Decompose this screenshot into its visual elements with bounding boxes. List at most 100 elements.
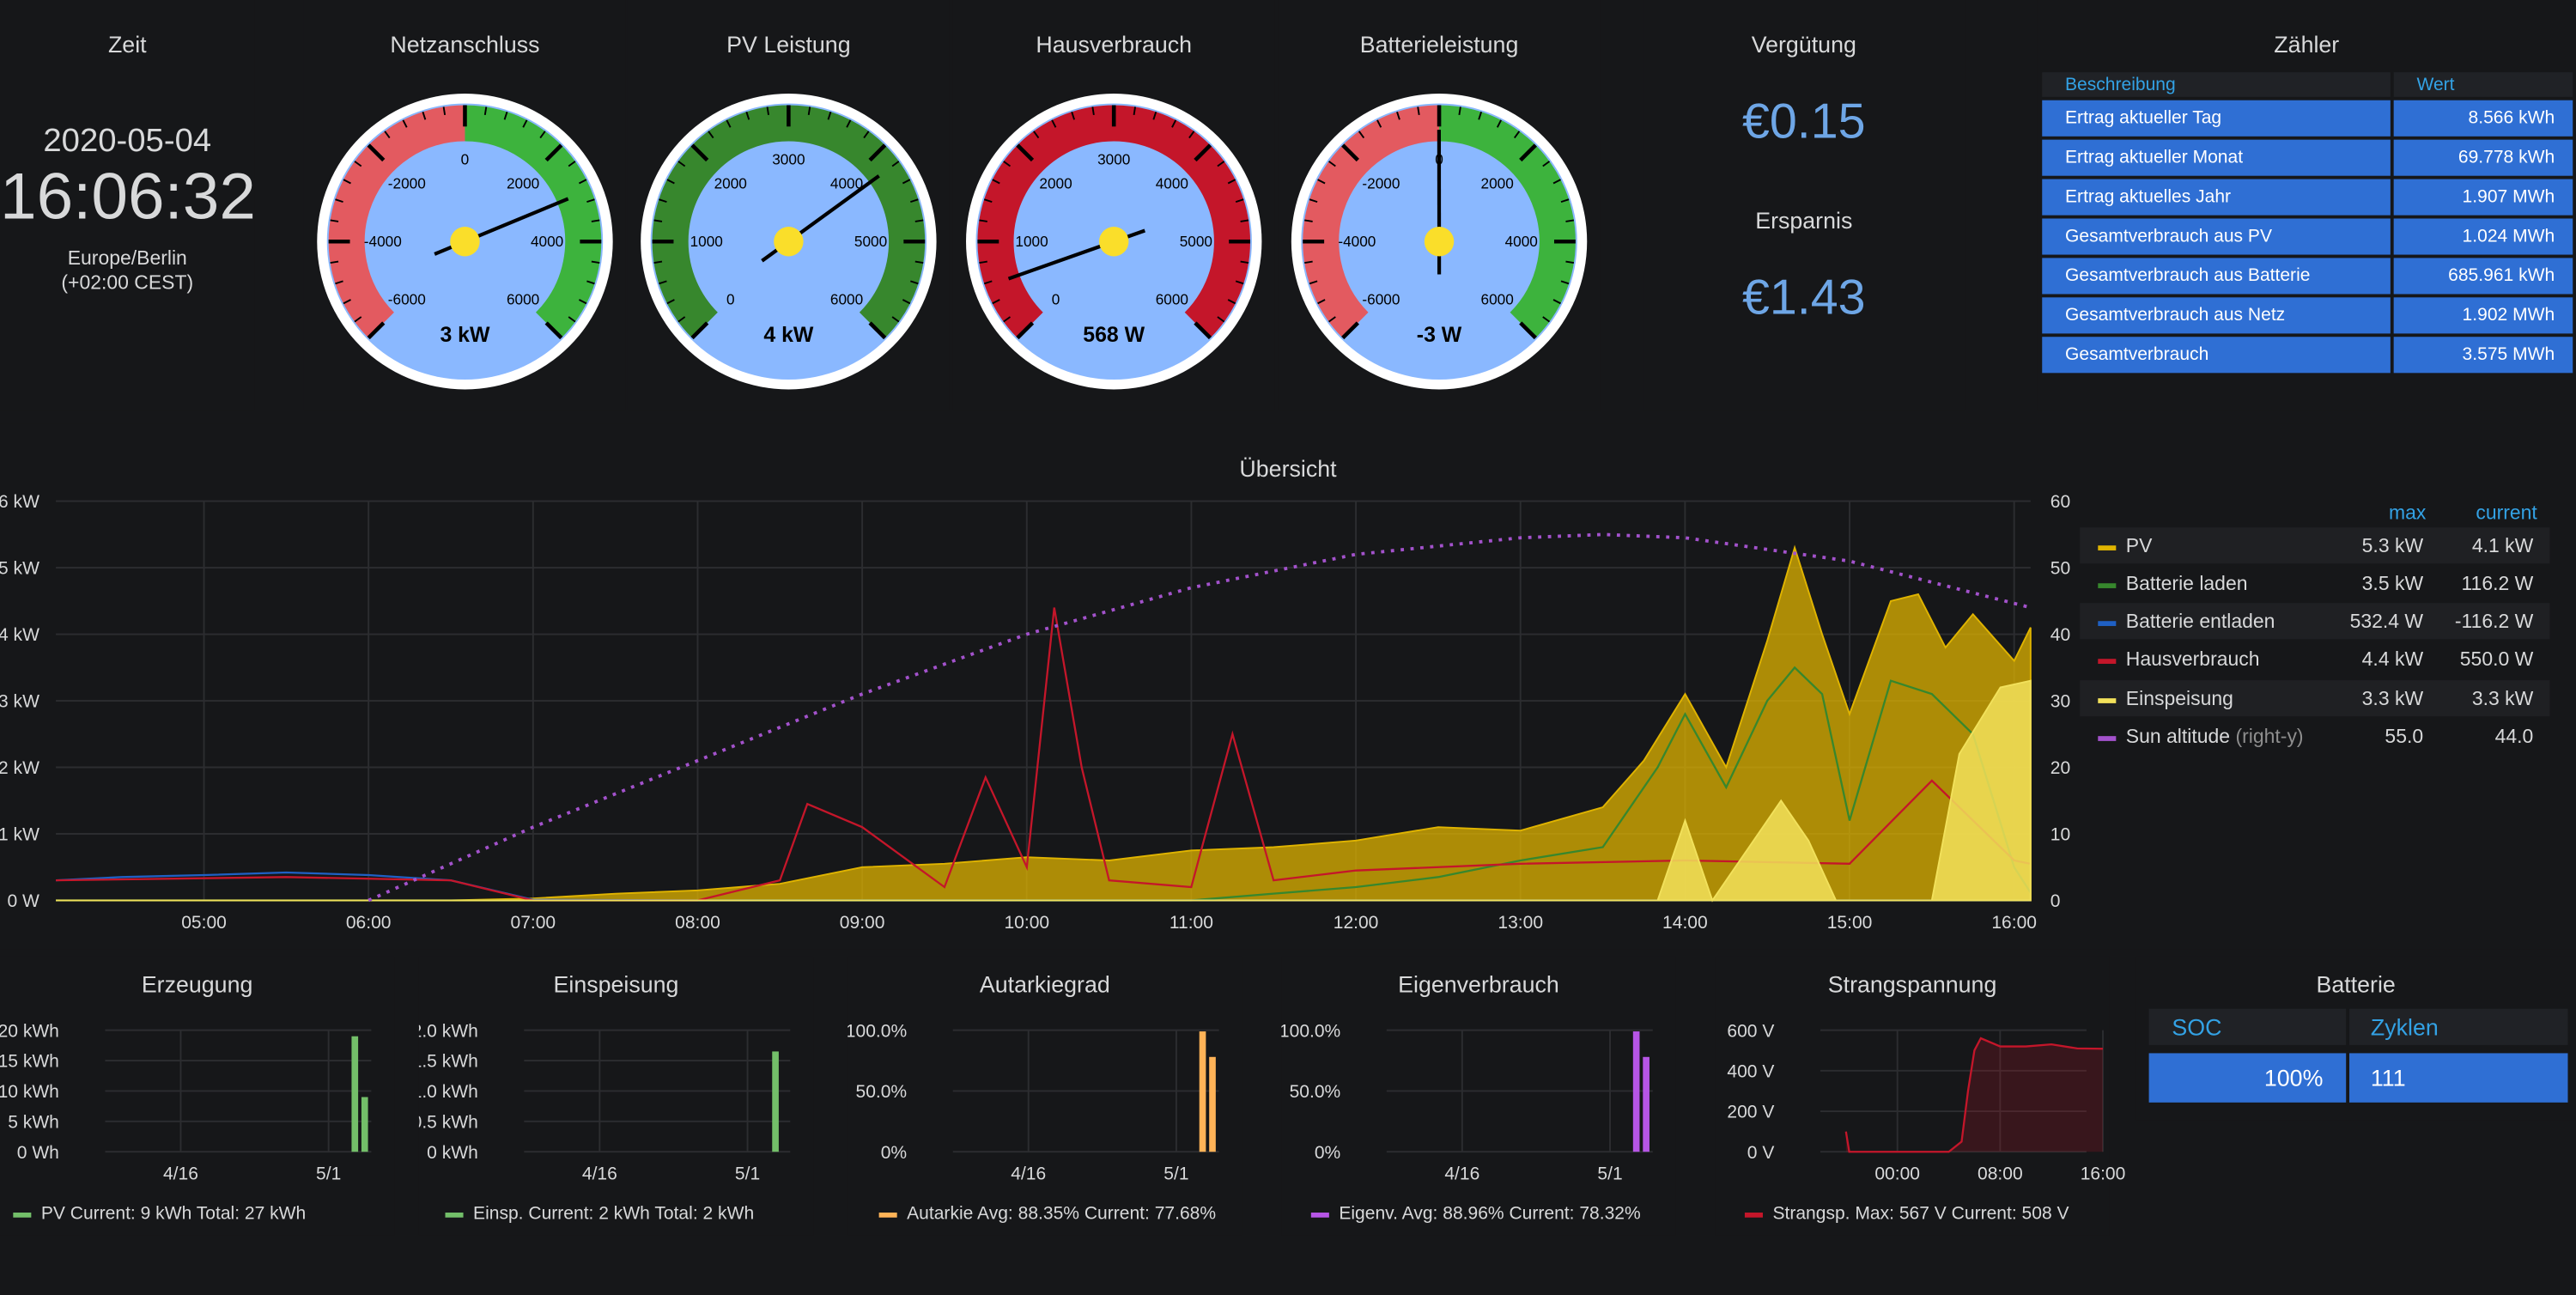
verguetung-panel: Vergütung €0.15 Ersparnis €1.43: [1643, 0, 1965, 411]
strangspannung-panel: Strangspannung: [1715, 956, 2110, 1236]
series-max: 3.3 kW: [2361, 686, 2424, 710]
gauge-value-label: 4 kW: [763, 323, 814, 347]
gauge-minor-tick: [442, 106, 447, 116]
gauge-minor-tick: [1188, 131, 1195, 139]
x-tick-label: 4/16: [163, 1164, 198, 1184]
series-current: 3.3 kW: [2471, 686, 2534, 710]
panel-title[interactable]: Eigenverbrauch: [1398, 970, 1559, 998]
gauge-scale-label: 4000: [1505, 233, 1538, 250]
gauge-minor-tick: [807, 106, 811, 116]
gauge-minor-tick: [522, 119, 528, 128]
legend-item-sun-altitude[interactable]: Sun altitude (right-y) 55.0 44.0: [2080, 718, 2549, 754]
einspeisung-chart[interactable]: 0 kWh 0.5 kWh 1.0 kWh 1.5 kWh 2.0 kWh 4/16 5/1: [419, 1011, 813, 1191]
y-tick-label: 3 kW: [0, 692, 39, 712]
series-swatch: [2098, 659, 2117, 664]
gauge-minor-tick: [1358, 131, 1365, 139]
panel-title[interactable]: Erzeugung: [141, 970, 253, 998]
legend-item-pv[interactable]: PV 5.3 kW 4.1 kW: [2080, 527, 2550, 564]
gauge-minor-tick: [659, 280, 667, 285]
strangspannung-chart[interactable]: 0 V 200 V 400 V 600 V 00:00 08:00 16:00: [1715, 1011, 2125, 1191]
panel-title[interactable]: Strangspannung: [1827, 970, 1997, 998]
clock-time: 16:06:32: [0, 161, 256, 234]
column-header-value[interactable]: Wert: [2393, 72, 2573, 97]
autarkiegrad-chart[interactable]: 0% 50.0% 100.0% 4/16 5/1: [848, 1011, 1242, 1191]
gauge-minor-tick: [539, 131, 546, 139]
row-description: Gesamtverbrauch aus PV: [2042, 218, 2391, 255]
series-area-pv: [56, 544, 2032, 902]
legend-item-einspeisung[interactable]: Einspeisung 3.3 kW 3.3 kW: [2080, 680, 2550, 717]
legend-text: Eigenv. Avg: 88.96% Current: 78.32%: [1339, 1204, 1641, 1225]
gauge-minor-tick: [1396, 111, 1400, 120]
gauge-major-tick: [1341, 143, 1359, 162]
overview-chart[interactable]: 0 W 1 kW 2 kW 3 kW 4 kW 5 kW 6 kW 0 10 20 30 40 50 60…: [0, 477, 2080, 945]
panel-title[interactable]: Batterie: [2316, 970, 2396, 998]
legend-item-batterie-entladen[interactable]: Batterie entladen 532.4 W -116.2 W: [2080, 603, 2550, 640]
erzeugung-chart[interactable]: 0 Wh 5 kWh 10 kWh 15 kWh 20 kWh 4/16 5/1: [0, 1011, 394, 1191]
series-swatch: [1310, 1212, 1329, 1217]
panel-title[interactable]: Übersicht: [1239, 454, 1337, 482]
series-swatch: [2098, 736, 2117, 741]
ersparnis-title[interactable]: Ersparnis: [1755, 207, 1853, 234]
panel-title[interactable]: Vergütung: [1751, 31, 1856, 58]
soc-value: 100%: [2263, 1064, 2324, 1091]
gauge-major-tick: [544, 321, 563, 340]
legend-item-batterie-laden[interactable]: Batterie laden 3.5 kW 116.2 W: [2080, 565, 2549, 601]
y-right-tick-label: 60: [2050, 492, 2070, 512]
column-header-zyklen[interactable]: Zyklen: [2349, 1008, 2568, 1045]
series-name: Batterie laden: [2125, 571, 2248, 595]
gauge-minor-tick: [1552, 299, 1561, 305]
bar: [1209, 1056, 1216, 1152]
eigenverbrauch-chart[interactable]: 0% 50.0% 100.0% 4/16 5/1: [1281, 1011, 1675, 1191]
verguetung-value: €0.15: [1741, 94, 1866, 150]
column-header-description[interactable]: Beschreibung: [2042, 72, 2391, 97]
panel-title[interactable]: Hausverbrauch: [1036, 31, 1193, 58]
series-max: 4.4 kW: [2361, 647, 2424, 671]
panel-title[interactable]: Zähler: [2274, 31, 2340, 58]
gauge-major-tick: [1341, 321, 1359, 340]
table-row: Ertrag aktueller Tag 8.566 kWh: [2042, 100, 2573, 137]
y-right-tick-label: 50: [2050, 559, 2070, 579]
gauge-needle-hub: [450, 227, 480, 257]
y-tick-label: 0%: [1315, 1143, 1340, 1163]
gauge-minor-tick: [1317, 299, 1326, 305]
legend-header-max[interactable]: max: [2388, 501, 2427, 525]
gauge-minor-tick: [891, 161, 900, 167]
row-value: 1.024 MWh: [2393, 218, 2573, 255]
legend-item-einspeisung-mini[interactable]: Einsp. Current: 2 kWh Total: 2 kWh: [445, 1204, 754, 1224]
gauge-minor-tick: [330, 219, 339, 222]
legend-item-hausverbrauch[interactable]: Hausverbrauch 4.4 kW 550.0 W: [2080, 641, 2549, 677]
legend-item-strangspannung[interactable]: Strangsp. Max: 567 V Current: 508 V: [1744, 1204, 2069, 1225]
legend-text: Strangsp. Max: 567 V Current: 508 V: [1772, 1204, 2069, 1225]
clock-timezone: Europe/Berlin (+02:00 CEST): [0, 246, 255, 295]
gauge-minor-tick: [992, 299, 1000, 305]
gauge-minor-tick: [745, 111, 750, 120]
x-tick-label: 10:00: [1004, 913, 1049, 933]
gauge-scale-label: 2000: [507, 174, 539, 192]
gauge-major-tick: [544, 143, 563, 162]
soc-label: SOC: [2172, 1013, 2222, 1041]
panel-title[interactable]: Netzanschluss: [390, 31, 540, 58]
panel-title[interactable]: Zeit: [107, 31, 147, 58]
zyklen-label: Zyklen: [2370, 1013, 2439, 1041]
gauge-minor-tick: [1376, 119, 1382, 128]
gauge-minor-tick: [666, 179, 675, 185]
panel-title[interactable]: Batterieleistung: [1359, 31, 1519, 58]
panel-title[interactable]: Einspeisung: [553, 970, 679, 998]
series-line: [1844, 1037, 2104, 1153]
gauge-value-label: -3 W: [1417, 323, 1462, 347]
column-header-soc[interactable]: SOC: [2148, 1008, 2347, 1045]
panel-title[interactable]: PV Leistung: [726, 31, 851, 58]
legend-header-current[interactable]: current: [2476, 501, 2537, 525]
gauge-minor-tick: [653, 260, 663, 264]
y-tick-label: 0 kWh: [427, 1143, 478, 1163]
gauge-minor-tick: [343, 179, 351, 185]
legend-item-eigenverbrauch[interactable]: Eigenv. Avg: 88.96% Current: 78.32%: [1310, 1204, 1641, 1225]
gauge-value-label: 568 W: [1083, 323, 1145, 347]
panel-title[interactable]: Autarkiegrad: [979, 970, 1110, 998]
gauge-major-tick: [367, 143, 386, 162]
legend-item-pv-erzeugung[interactable]: PV Current: 9 kWh Total: 27 kWh: [13, 1204, 306, 1224]
series-swatch: [2098, 583, 2117, 588]
legend-item-autarkie[interactable]: Autarkie Avg: 88.35% Current: 77.68%: [878, 1204, 1216, 1224]
